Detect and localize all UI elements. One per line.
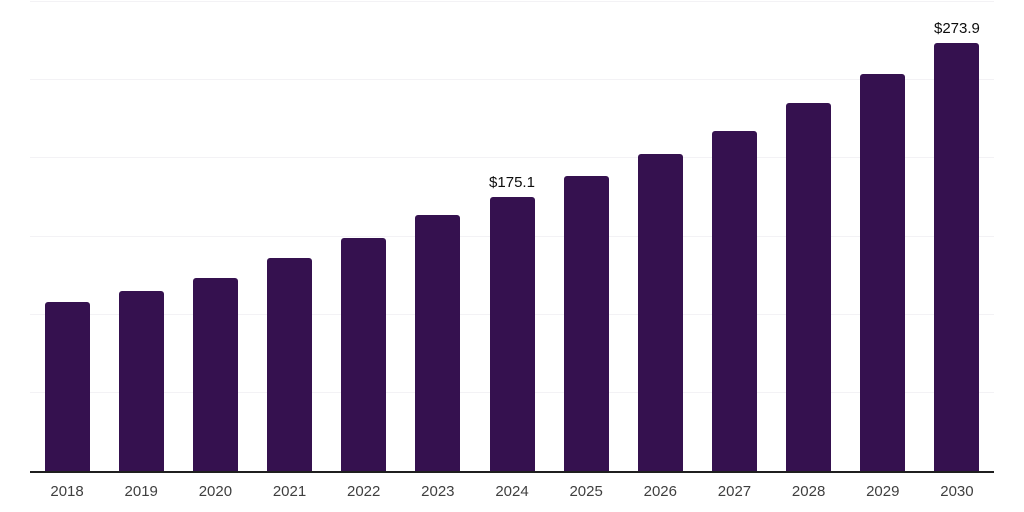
x-axis-label-2024: 2024 bbox=[495, 483, 529, 500]
bar-2023 bbox=[415, 214, 461, 471]
x-axis-label-2023: 2023 bbox=[421, 483, 455, 500]
x-axis-label-2025: 2025 bbox=[569, 483, 603, 500]
x-axis-label-2026: 2026 bbox=[643, 483, 677, 500]
bar-2027 bbox=[711, 130, 757, 471]
bar-2024 bbox=[489, 197, 535, 471]
x-axis-label-2028: 2028 bbox=[791, 483, 826, 500]
x-axis-label-2021: 2021 bbox=[272, 483, 307, 500]
x-axis: 2018 2019 2020 2021 2022 2023 2024 2025 2026 2027… bbox=[30, 481, 994, 503]
x-axis-label-2029: 2029 bbox=[866, 483, 900, 500]
x-axis-label-2022: 2022 bbox=[347, 483, 381, 500]
gridline-250 bbox=[30, 79, 994, 81]
plot-area: $175.1 $273.9 bbox=[30, 1, 994, 473]
x-axis-label-2018: 2018 bbox=[50, 483, 84, 500]
x-axis-label-2019: 2019 bbox=[124, 483, 158, 500]
bar-2028 bbox=[786, 103, 832, 471]
gridline-200 bbox=[30, 157, 994, 159]
value-label-2024: $175.1 bbox=[489, 174, 535, 192]
x-axis-label-2020: 2020 bbox=[198, 483, 233, 500]
x-axis-label-2027: 2027 bbox=[717, 483, 752, 500]
bar-2020 bbox=[192, 278, 238, 471]
bar-2029 bbox=[860, 74, 906, 471]
bar-2021 bbox=[267, 257, 313, 471]
bar-2018 bbox=[44, 301, 90, 471]
bar-2019 bbox=[118, 290, 164, 471]
x-axis-label-2030: 2030 bbox=[940, 483, 974, 500]
bar-2030 bbox=[934, 42, 980, 471]
value-label-2030: $273.9 bbox=[933, 19, 980, 37]
bar-2026 bbox=[637, 153, 683, 471]
gridline-300 bbox=[30, 1, 994, 2]
bar-2025 bbox=[563, 176, 609, 471]
bar-2022 bbox=[341, 237, 387, 471]
